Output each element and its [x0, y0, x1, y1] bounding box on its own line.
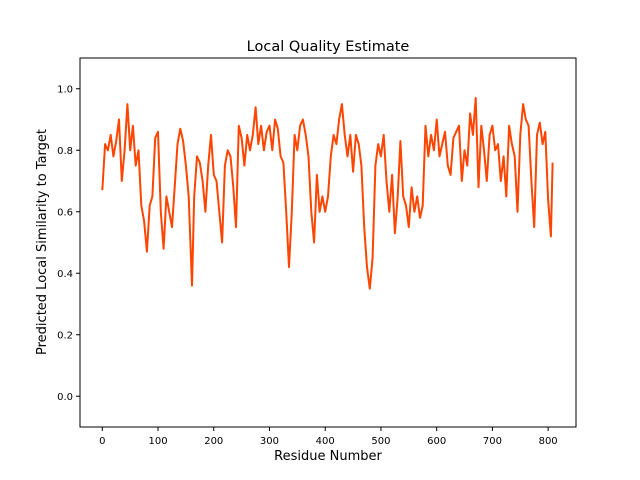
- y-tick-label: 0.8: [57, 146, 73, 157]
- x-tick-label: 200: [204, 436, 223, 447]
- plot-frame: [79, 57, 577, 428]
- x-tick-label: 600: [427, 436, 446, 447]
- y-tick-label: 0.0: [57, 392, 73, 403]
- chart-title: Local Quality Estimate: [247, 39, 410, 55]
- y-tick-label: 1.0: [57, 84, 73, 95]
- x-tick-label: 0: [99, 436, 105, 447]
- y-tick-label: 0.2: [57, 330, 73, 341]
- x-tick-label: 800: [539, 436, 558, 447]
- x-axis-label: Residue Number: [274, 449, 382, 464]
- x-tick-label: 700: [483, 436, 502, 447]
- x-tick-label: 100: [148, 436, 167, 447]
- series-line-0: [101, 97, 554, 290]
- y-axis-label: Predicted Local Similarity to Target: [35, 129, 50, 355]
- x-tick-label: 400: [316, 436, 335, 447]
- y-tick-label: 0.6: [57, 207, 73, 218]
- x-tick-label: 300: [260, 436, 279, 447]
- x-tick-label: 500: [371, 436, 390, 447]
- y-tick-label: 0.4: [57, 269, 73, 280]
